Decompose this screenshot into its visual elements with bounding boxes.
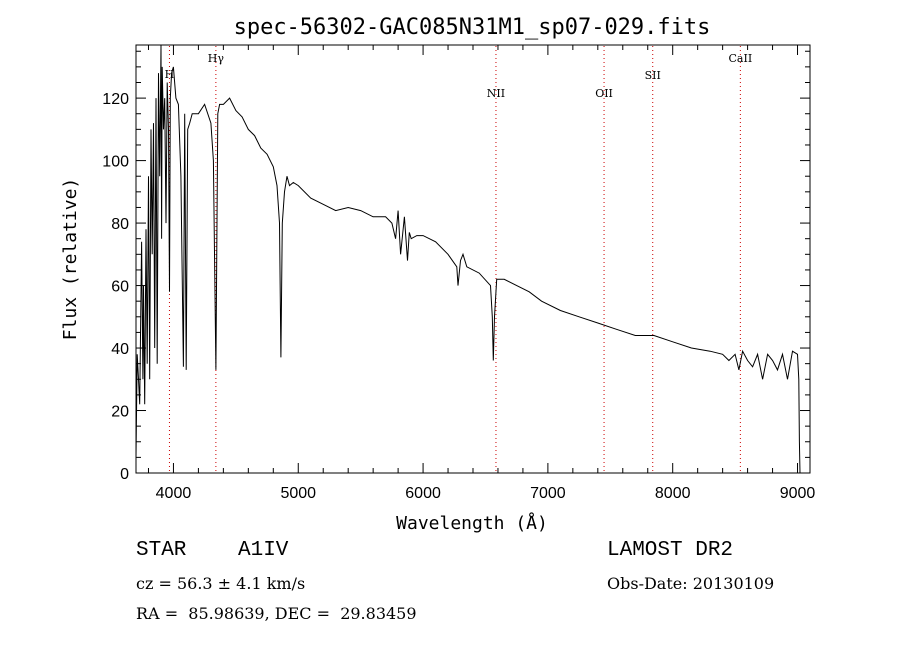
y-tick-label: 80 (111, 216, 129, 233)
x-tick-label: 5000 (280, 485, 316, 502)
spectral-line-markers: H Hγ NII OII SII CaII (165, 46, 753, 472)
y-tick-label: 60 (111, 279, 129, 296)
y-axis-label: Flux (relative) (60, 178, 81, 341)
redshift-velocity: cz = 56.3 ± 4.1 km/s (136, 574, 306, 593)
object-subclass: A1IV (238, 539, 289, 562)
line-marker-label: H (165, 68, 175, 81)
y-tick-label: 0 (120, 466, 129, 483)
x-tick-label: 7000 (530, 485, 566, 502)
x-tick-label: 9000 (780, 485, 816, 502)
x-tick-label: 8000 (655, 485, 691, 502)
line-marker-label: Hγ (208, 52, 225, 65)
line-marker-label: OII (595, 87, 613, 100)
chart-title: spec-56302-GAC085N31M1_sp07-029.fits (234, 15, 711, 40)
axes-layer: 4000 5000 6000 7000 8000 9000 0 20 40 60 80 100 120 (102, 45, 815, 502)
observation-date: Obs-Date: 20130109 (607, 574, 775, 593)
survey-name: LAMOST DR2 (607, 539, 734, 562)
x-tick-label: 6000 (405, 485, 441, 502)
sky-coordinates: RA = 85.98639, DEC = 29.83459 (136, 604, 417, 623)
y-tick-label: 40 (111, 341, 129, 358)
x-tick-label: 4000 (156, 485, 192, 502)
line-marker-label: NII (487, 87, 505, 100)
line-marker-label: CaII (729, 52, 753, 65)
line-marker-label: SII (645, 69, 661, 82)
y-tick-label: 20 (111, 404, 129, 421)
x-axis-label: Wavelength (Å) (396, 512, 548, 534)
spectrum-line (135, 44, 801, 474)
object-class: STAR (136, 539, 187, 562)
y-tick-label: 100 (102, 154, 129, 171)
y-tick-label: 120 (102, 91, 129, 108)
plot-frame (135, 44, 811, 474)
